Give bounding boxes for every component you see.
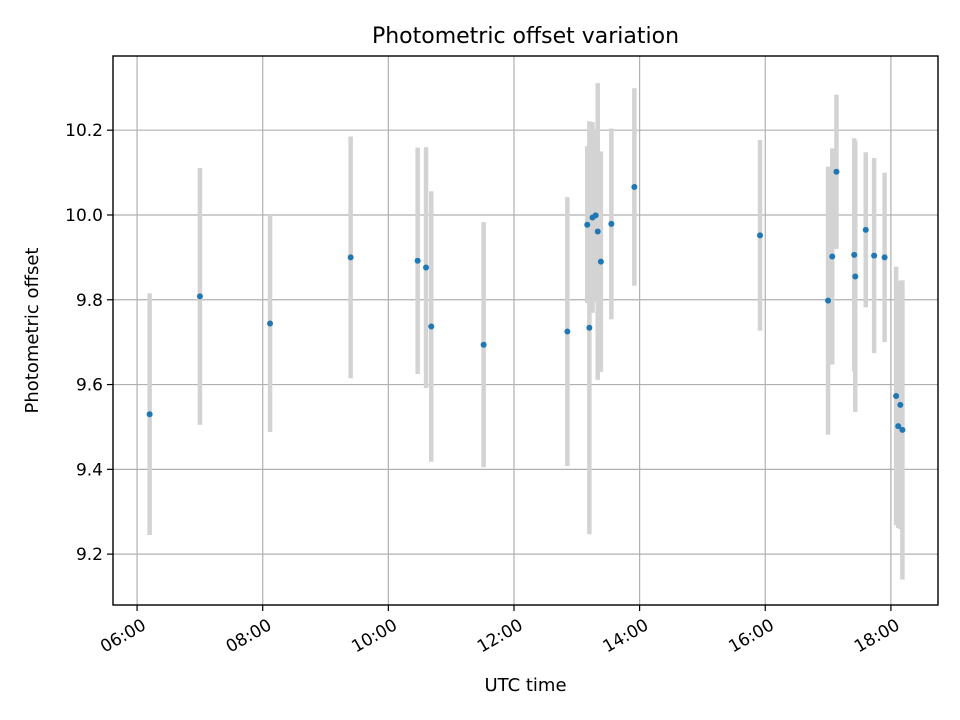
data-point (899, 426, 906, 433)
y-tick-label: 9.6 (76, 376, 103, 396)
data-points (146, 168, 906, 433)
x-axis-label: UTC time (484, 675, 566, 696)
data-point (862, 226, 869, 233)
data-point (852, 273, 859, 280)
data-point (196, 293, 203, 300)
data-point (428, 323, 435, 330)
plot-frame (112, 55, 939, 606)
data-point (592, 212, 599, 219)
y-tick-label: 10.0 (65, 206, 103, 226)
data-point (597, 258, 604, 265)
data-point (267, 320, 274, 327)
data-point (414, 257, 421, 264)
y-axis-label: Photometric offset (22, 248, 43, 414)
data-point (851, 251, 858, 258)
chart-title: Photometric offset variation (372, 24, 679, 49)
data-point (586, 324, 593, 331)
y-tick-label: 9.2 (76, 545, 103, 565)
data-point (480, 341, 487, 348)
data-point (347, 254, 354, 261)
data-point (584, 221, 591, 228)
y-tick-label: 9.4 (76, 460, 103, 480)
data-point (146, 411, 153, 418)
data-point (608, 220, 615, 227)
data-point (881, 254, 888, 261)
y-tick-label: 10.2 (65, 121, 103, 141)
grid (113, 56, 938, 605)
data-point (564, 328, 571, 335)
data-point (895, 423, 902, 430)
data-point (757, 232, 764, 239)
data-point (423, 264, 430, 271)
data-point (594, 228, 601, 235)
data-point (897, 401, 904, 408)
y-tick-label: 9.8 (76, 291, 103, 311)
data-point (893, 392, 900, 399)
data-point (829, 253, 836, 260)
data-point (871, 252, 878, 259)
data-point (833, 168, 840, 175)
data-point (631, 183, 638, 190)
data-point (825, 297, 832, 304)
